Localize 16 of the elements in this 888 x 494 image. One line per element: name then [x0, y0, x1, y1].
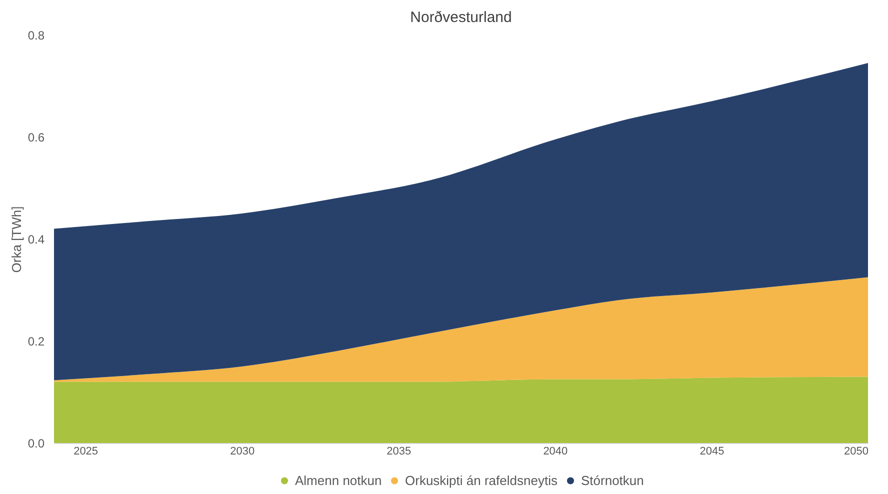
x-tick-label: 2025	[74, 446, 98, 458]
x-tick-label: 2050	[844, 446, 868, 458]
y-tick-label: 0.8	[28, 28, 45, 42]
legend-label: Orkuskipti án rafeldsneytis	[405, 472, 558, 488]
chart-title: Norðvesturland	[410, 9, 512, 26]
legend-label: Stórnotkun	[581, 472, 644, 488]
x-tick-label: 2040	[543, 446, 568, 458]
x-tick-label: 2045	[700, 446, 724, 458]
x-tick-label: 2030	[230, 446, 255, 458]
y-axis-title: Orka [TWh]	[8, 206, 24, 273]
y-tick-label: 0.4	[28, 232, 45, 246]
y-tick-label: 0.2	[28, 334, 45, 348]
legend-label: Almenn notkun	[295, 472, 382, 488]
y-tick-label: 0.0	[28, 436, 45, 450]
x-tick-label: 2035	[386, 446, 412, 458]
y-tick-label: 0.6	[28, 130, 45, 144]
